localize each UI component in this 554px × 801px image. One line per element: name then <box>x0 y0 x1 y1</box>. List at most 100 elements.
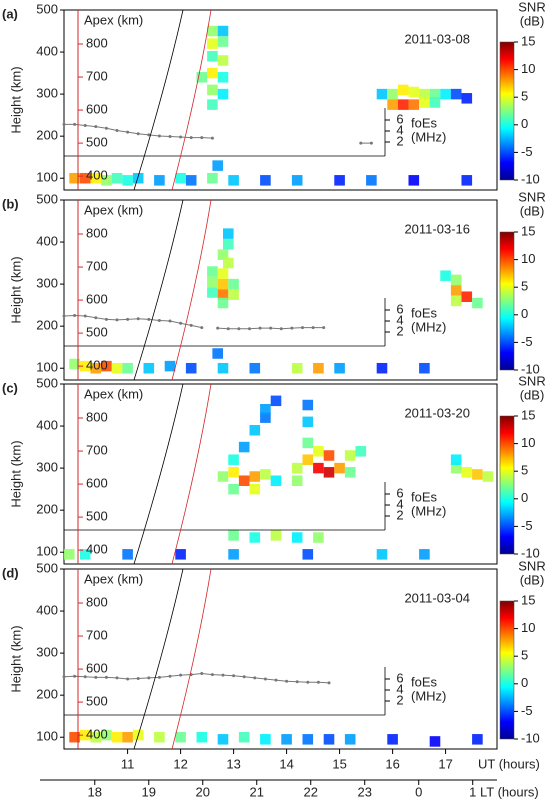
y-axis-label: Height (km) <box>8 256 23 323</box>
foes-unit: (MHz) <box>411 688 446 703</box>
colorbar-unit: (dB) <box>520 387 545 402</box>
field-line-black <box>133 568 184 750</box>
ut-axis-label: UT (hours) <box>478 756 540 771</box>
echo-cell <box>122 175 133 186</box>
echo-cell <box>313 532 324 543</box>
colorbar-tick-label: 10 <box>521 61 535 76</box>
y-tick-label: 300 <box>36 645 58 660</box>
echo-cell <box>291 532 303 543</box>
date-label: 2011-03-16 <box>404 221 470 236</box>
apex-tick-label: 700 <box>86 258 108 273</box>
date-label: 2011-03-20 <box>404 405 470 420</box>
colorbar <box>499 41 515 181</box>
echo-cell <box>111 731 123 743</box>
echo-cell <box>90 172 102 184</box>
foes-tick-label: 4 <box>396 681 403 696</box>
panel-label: (c) <box>2 380 18 395</box>
echo-cell <box>154 175 165 186</box>
colorbar-tick-label: 5 <box>521 463 528 478</box>
echo-cell <box>217 289 229 300</box>
echo-cell <box>207 25 218 37</box>
apex-tick-label: 400 <box>86 542 108 557</box>
apex-tick-label: 600 <box>86 292 108 307</box>
echo-cell <box>238 731 250 743</box>
echo-cell <box>270 475 282 486</box>
echo-cell <box>387 734 398 745</box>
echo-cell <box>302 734 314 745</box>
foes-tick-label: 4 <box>396 122 403 137</box>
colorbar-title: SNR <box>518 189 545 204</box>
field-line-black <box>133 383 184 565</box>
echo-cell <box>69 172 80 184</box>
lt-axis-label: LT (hours) <box>480 784 539 799</box>
echo-cell <box>387 88 398 100</box>
echo-cell <box>122 731 133 743</box>
echo-cell <box>419 362 430 374</box>
echo-cell <box>79 549 91 560</box>
lt-tick-label: 18 <box>88 784 102 799</box>
foes-line <box>64 123 372 144</box>
echo-cell <box>79 360 91 372</box>
echo-cell <box>249 483 261 495</box>
y-tick-label: 500 <box>36 191 58 206</box>
echo-cell <box>207 266 218 277</box>
echo-cell <box>207 51 218 62</box>
echo-cell <box>291 462 303 474</box>
foes-tick-label: 2 <box>396 133 403 148</box>
echo-cell <box>408 175 420 186</box>
y-tick-label: 300 <box>36 276 58 291</box>
y-tick-label: 200 <box>36 318 58 333</box>
panel-label: (d) <box>2 565 19 580</box>
echo-cell <box>440 270 451 281</box>
echo-cell <box>461 93 473 104</box>
echo-cell <box>101 729 112 741</box>
colorbar-tick-label: 10 <box>521 251 535 266</box>
echo-cell <box>344 734 356 745</box>
echo-cell <box>419 88 430 100</box>
echo-cell <box>217 278 229 290</box>
colorbar-tick-label: -5 <box>521 144 533 159</box>
echo-cell <box>461 291 473 302</box>
apex-tick-label: 600 <box>86 102 108 117</box>
field-line-red <box>171 199 212 381</box>
apex-tick-label: 400 <box>86 358 108 373</box>
colorbar-tick-label: -5 <box>521 703 533 718</box>
foes-unit: (MHz) <box>411 503 446 518</box>
date-label: 2011-03-04 <box>404 590 470 605</box>
echo-cell <box>302 399 314 411</box>
echo-cell <box>207 67 218 79</box>
echo-cell <box>64 549 75 560</box>
colorbar-unit: (dB) <box>520 203 545 218</box>
y-tick-label: 200 <box>36 687 58 702</box>
y-tick-label: 200 <box>36 502 58 517</box>
y-tick-label: 400 <box>36 417 58 432</box>
echo-cell <box>419 97 430 108</box>
echo-cell <box>217 55 229 66</box>
colorbar-tick-label: 15 <box>521 592 535 607</box>
echo-cell <box>450 295 462 307</box>
echo-cell <box>222 228 234 239</box>
echo-cell <box>164 360 176 372</box>
echo-cell <box>387 99 398 110</box>
plot-frame <box>63 568 498 750</box>
lt-tick-label: 21 <box>250 784 264 799</box>
apex-tick-label: 600 <box>86 661 108 676</box>
echo-cell <box>334 175 345 186</box>
ut-tick-label: 12 <box>173 756 187 771</box>
echo-cell <box>207 84 218 96</box>
apex-label: Apex (km) <box>84 386 143 401</box>
ut-tick-label: 15 <box>332 756 346 771</box>
echo-cell <box>323 734 335 745</box>
echo-cell <box>302 416 314 428</box>
colorbar-tick-label: -10 <box>521 361 540 376</box>
colorbar <box>499 415 515 555</box>
lt-tick-label: 20 <box>196 784 210 799</box>
field-line-red <box>171 568 212 750</box>
apex-tick-label: 700 <box>86 442 108 457</box>
field-line-red <box>171 383 212 565</box>
ut-tick-label: 13 <box>226 756 240 771</box>
y-tick-label: 100 <box>36 544 58 559</box>
colorbar-tick-label: 10 <box>521 435 535 450</box>
echo-cell <box>260 412 271 423</box>
